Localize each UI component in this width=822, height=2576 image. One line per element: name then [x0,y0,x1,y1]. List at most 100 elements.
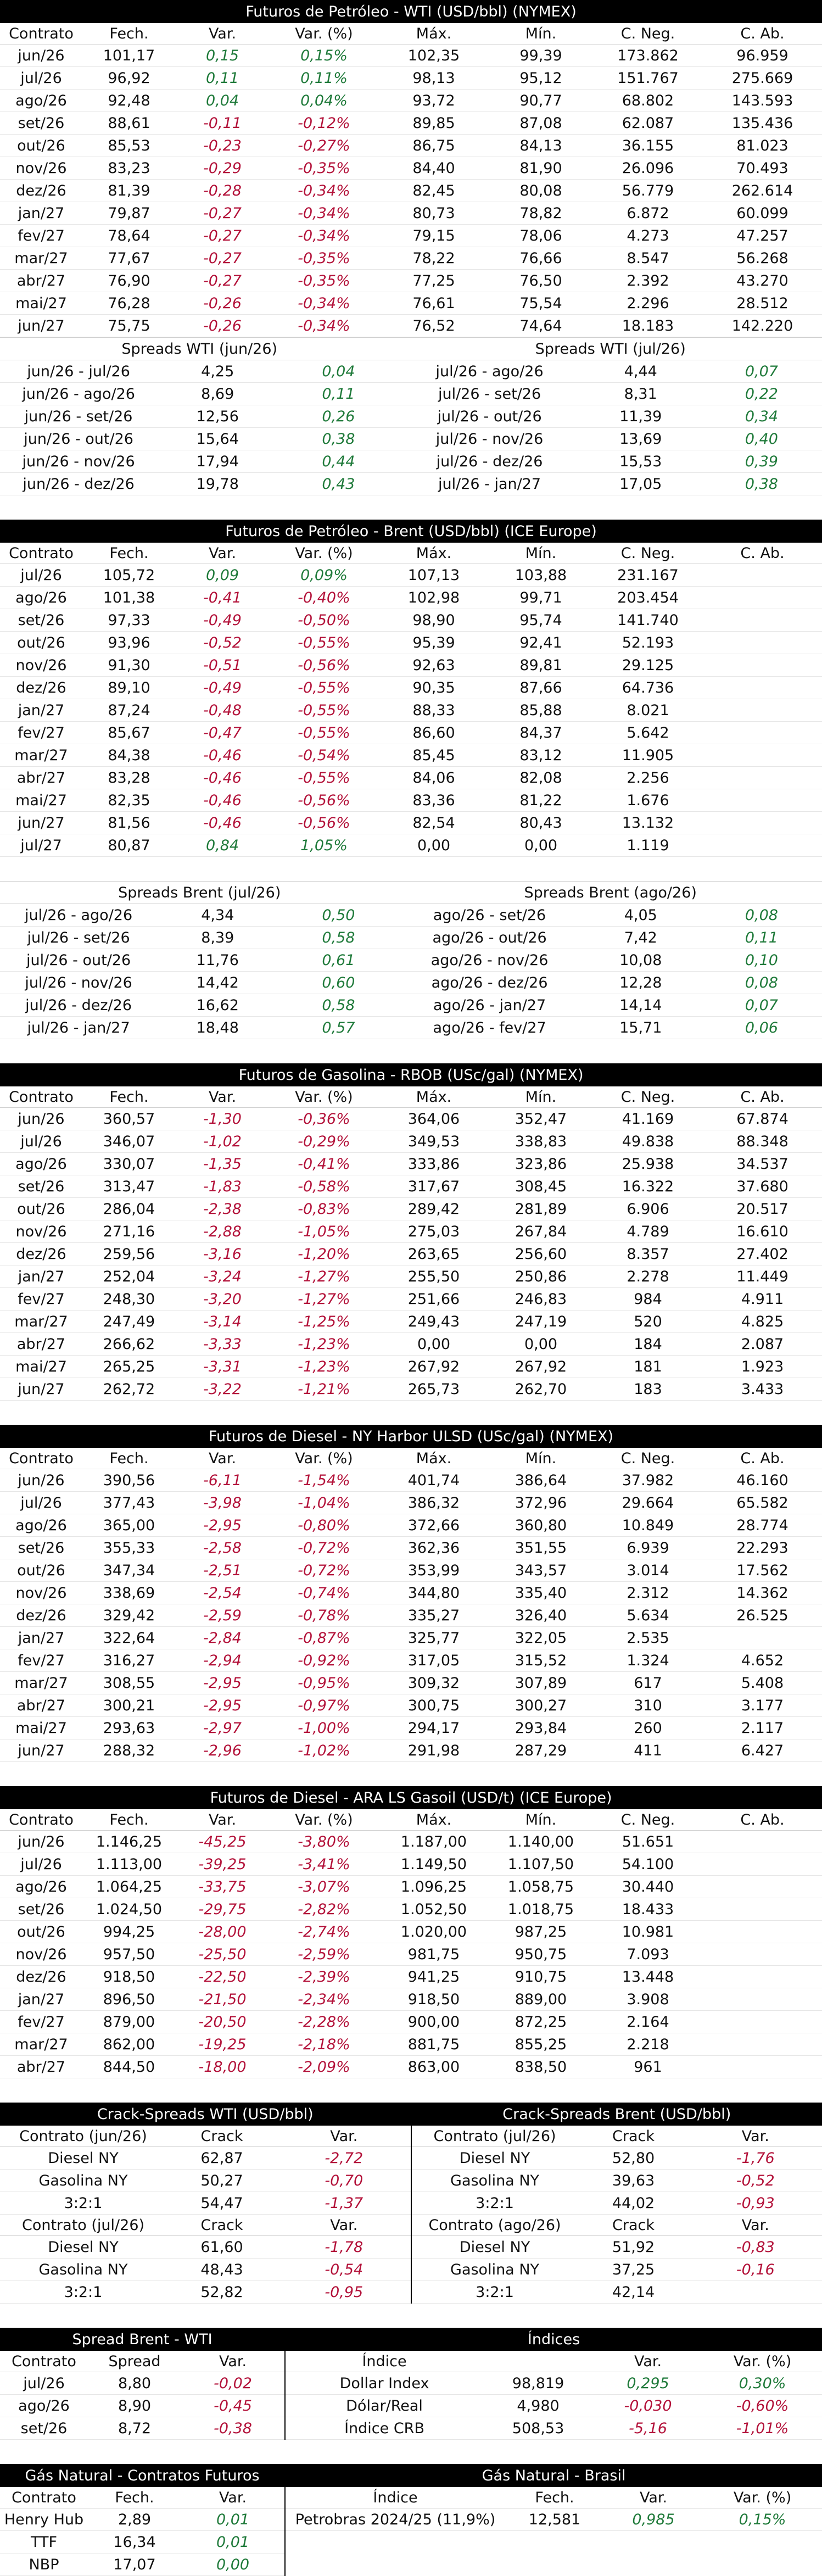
table-cell: -0,48 [176,699,269,722]
table-cell [703,1627,822,1649]
table-cell: jun/27 [0,315,82,337]
table-cell: fev/27 [0,1649,82,1672]
table-cell: jun/26 - ago/26 [0,383,157,405]
column-header: Var. (%) [269,1448,379,1469]
table-cell: -0,47 [176,722,269,744]
table-cell: 16.610 [703,1220,822,1243]
table-cell: 1.024,50 [82,1898,176,1921]
column-header: Máx. [379,1809,489,1831]
table-cell: 250,86 [489,1265,593,1288]
table-cell: 838,50 [489,2056,593,2078]
table-cell [703,1876,822,1898]
spacer [0,1401,822,1425]
table-cell: 0,04 [176,90,269,112]
table-cell: 26.525 [703,1604,822,1627]
table-cell: 2.256 [593,767,703,789]
column-header: Var. [593,2351,703,2372]
table-cell: Dólar/Real [286,2395,483,2417]
table-cell: 81.023 [703,135,822,157]
table-cell: -0,93 [689,2192,822,2215]
table-cell: jun/27 [0,812,82,834]
table-cell: -6,11 [176,1469,269,1492]
gasoil-title: Futuros de Diesel - ARA LS Gasoil (USD/t… [0,1786,822,1809]
table-cell: 6.906 [593,1198,703,1220]
table-cell: 67.874 [703,1108,822,1130]
table-cell: ago/26 [0,1876,82,1898]
table-cell: 248,30 [82,1288,176,1311]
table-cell: -0,56% [269,812,379,834]
column-header: C. Neg. [593,23,703,44]
table-cell: 8,90 [88,2395,181,2417]
table-cell [689,2281,822,2304]
column-header: Var. [176,543,269,564]
table-cell: 44,02 [578,2192,689,2215]
table-cell: 70.493 [703,157,822,180]
spacer [0,495,822,520]
table-cell: 50,27 [166,2170,277,2192]
table-cell: -1,27% [269,1288,379,1311]
table-cell: -0,51 [176,654,269,677]
table-cell: 12,56 [157,405,278,428]
table-cell: -0,41% [269,1153,379,1175]
table-cell: 255,50 [379,1265,489,1288]
table-cell: 0,15% [703,2508,822,2531]
table-cell: -0,27 [176,225,269,247]
table-cell: Diesel NY [0,2236,166,2259]
table-cell [703,1853,822,1876]
table-cell: 308,55 [82,1672,176,1694]
table-cell: -0,54% [269,744,379,767]
wti-table: Futuros de Petróleo - WTI (USD/bbl) (NYM… [0,0,822,337]
table-cell: 4,25 [157,360,278,383]
table-cell: 355,33 [82,1537,176,1559]
table-cell: 95,74 [489,609,593,632]
wti-title: Futuros de Petróleo - WTI (USD/bbl) (NYM… [0,0,822,23]
table-cell: 0,39 [701,450,822,473]
table-cell: 855,25 [489,2033,593,2056]
table-cell: 65.582 [703,1492,822,1514]
table-cell: 12,28 [580,972,701,994]
table-cell: 260 [593,1717,703,1739]
table-cell: -1,35 [176,1153,269,1175]
table-cell: jul/26 [0,1853,82,1876]
table-cell: dez/26 [0,1243,82,1265]
table-cell: 293,63 [82,1717,176,1739]
table-cell: 8,31 [580,383,701,405]
column-header: Índice [286,2351,483,2372]
table-cell: 4.789 [593,1220,703,1243]
table-cell: dez/26 [0,677,82,699]
crack-title: Crack-Spreads WTI (USD/bbl) [0,2103,411,2126]
table-cell: 79,87 [82,202,176,225]
table-cell: 85,67 [82,722,176,744]
table-cell: -2,95 [176,1672,269,1694]
table-cell: 80,43 [489,812,593,834]
table-cell: 82,45 [379,180,489,202]
column-header: Contrato [0,2487,88,2508]
table-cell: 288,32 [82,1739,176,1762]
table-cell: ago/26 - set/26 [399,904,580,927]
table-cell: -0,55% [269,722,379,744]
ulsd-table: Futuros de Diesel - NY Harbor ULSD (USc/… [0,1425,822,1762]
table-cell: 3.908 [593,1988,703,2011]
table-cell: 300,75 [379,1694,489,1717]
table-cell: jul/26 - ago/26 [399,360,580,383]
table-cell: -1,54% [269,1469,379,1492]
table-cell: -0,55% [269,699,379,722]
table-cell [703,722,822,744]
table-cell: -3,80% [269,1831,379,1853]
column-header: Contrato [0,1448,82,1469]
table-cell: jun/26 - jul/26 [0,360,157,383]
table-cell: 349,53 [379,1130,489,1153]
spreads-right-title: Spreads Brent (ago/26) [399,882,822,904]
table-cell: 1.187,00 [379,1831,489,1853]
table-cell: 92,63 [379,654,489,677]
table-cell: nov/26 [0,1582,82,1604]
table-cell: 262,70 [489,1378,593,1401]
column-header: C. Neg. [593,1809,703,1831]
